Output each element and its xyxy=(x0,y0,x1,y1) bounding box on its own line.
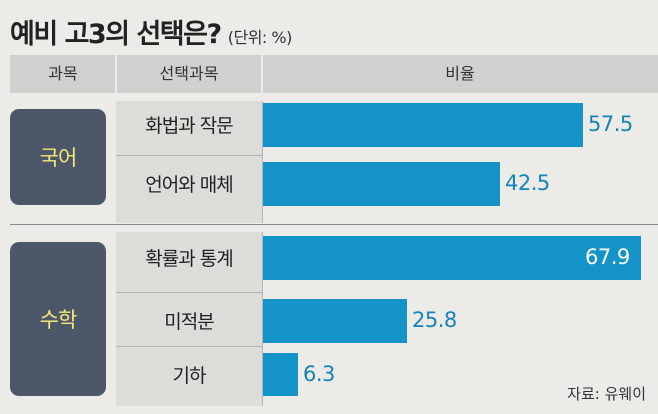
row-separator xyxy=(116,292,262,293)
bar xyxy=(263,162,500,206)
chart-title: 예비 고3의 선택은? xyxy=(10,19,222,50)
column-divider xyxy=(262,232,263,406)
subject-label: 미적분 xyxy=(164,311,214,333)
subject-column-bg xyxy=(116,232,262,406)
header-subject: 선택과목 xyxy=(159,64,219,83)
header-category: 과목 xyxy=(48,64,78,83)
title-row: 예비 고3의 선택은? (단위: %) xyxy=(10,12,293,50)
bar xyxy=(263,299,407,343)
data-label: 6.3 xyxy=(303,362,335,386)
subject-label: 언어와 매체 xyxy=(145,174,233,196)
category-label: 수학 xyxy=(39,308,78,332)
data-label: 25.8 xyxy=(412,308,457,332)
data-label: 67.9 xyxy=(585,245,630,269)
data-label: 42.5 xyxy=(505,171,550,195)
group-separator xyxy=(10,224,658,225)
row-separator xyxy=(116,346,262,347)
header-divider xyxy=(115,55,117,93)
bar xyxy=(263,103,583,147)
table-header: 과목 선택과목 비율 xyxy=(10,55,658,93)
category-box-math: 수학 xyxy=(10,242,106,396)
source-note: 자료: 유웨이 xyxy=(567,385,646,403)
row-separator xyxy=(116,155,262,156)
category-label: 국어 xyxy=(39,146,78,170)
unit-label: (단위: %) xyxy=(227,28,293,47)
subject-label: 기하 xyxy=(172,365,207,387)
data-label: 57.5 xyxy=(588,112,633,136)
subject-label: 확률과 통계 xyxy=(145,248,233,270)
header-divider xyxy=(261,55,263,93)
category-box-korean: 국어 xyxy=(10,109,106,205)
bar xyxy=(263,236,641,280)
header-ratio: 비율 xyxy=(445,64,475,83)
column-divider xyxy=(262,101,263,223)
subject-label: 화법과 작문 xyxy=(145,115,233,137)
bar xyxy=(263,353,298,396)
subject-column-bg xyxy=(116,101,262,223)
